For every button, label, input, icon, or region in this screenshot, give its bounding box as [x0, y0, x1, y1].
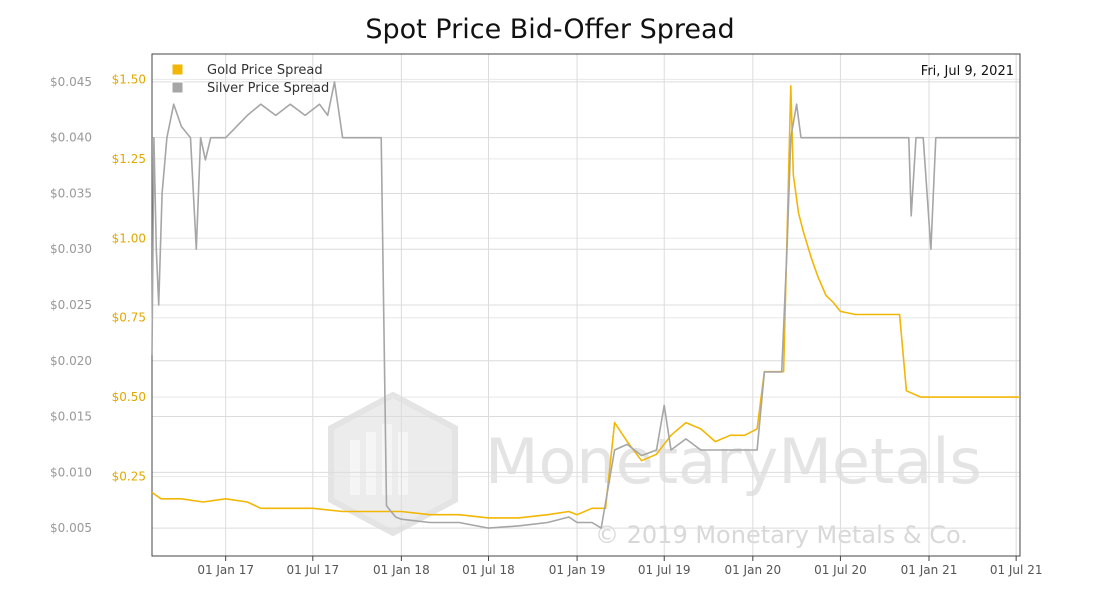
legend-label-silver: Silver Price Spread	[207, 81, 329, 96]
y-tick-label-silver: $0.045	[50, 75, 92, 89]
y-tick-label-gold: $1.00	[112, 231, 146, 245]
watermark-brand-text: MonetaryMetals	[485, 425, 982, 498]
y-tick-label-silver: $0.015	[50, 410, 92, 424]
y-tick-label-silver: $0.020	[50, 354, 92, 368]
watermark-copyright-text: © 2019 Monetary Metals & Co.	[595, 521, 968, 549]
chart-title: Spot Price Bid-Offer Spread	[365, 14, 735, 45]
legend: Gold Price Spread Silver Price Spread	[171, 63, 329, 96]
x-tick-label: 01 Jan 17	[197, 563, 254, 577]
y-tick-label-silver: $0.040	[50, 131, 92, 145]
x-tick-label: 01 Jul 20	[814, 563, 867, 577]
y-tick-label-silver: $0.010	[50, 465, 92, 479]
x-tick-label: 01 Jul 19	[638, 563, 691, 577]
legend-swatch-gold	[171, 63, 184, 76]
y-tick-label-gold: $0.50	[112, 390, 146, 404]
watermark-logo	[328, 391, 458, 537]
series-line-gold	[151, 85, 1020, 519]
series-layer	[151, 81, 1020, 529]
y-tick-label-silver: $0.025	[50, 298, 92, 312]
y-tick-label-silver: $0.035	[50, 186, 92, 200]
y-tick-label-gold: $1.25	[112, 152, 146, 166]
x-tick-label: 01 Jan 21	[901, 563, 958, 577]
y-tick-label-gold: $1.50	[112, 72, 146, 86]
x-tick-label: 01 Jan 19	[549, 563, 606, 577]
x-tick-label: 01 Jul 18	[462, 563, 515, 577]
grid	[152, 54, 1020, 556]
x-tick-label: 01 Jan 20	[724, 563, 781, 577]
x-tick-label: 01 Jul 17	[286, 563, 339, 577]
axes: $0.005 $0.010 $0.015 $0.020 $0.025 $0.030 $0.0…	[50, 53, 1043, 577]
legend-label-gold: Gold Price Spread	[207, 63, 323, 78]
y-tick-label-silver: $0.005	[50, 521, 92, 535]
x-tick-label: 01 Jan 18	[373, 563, 430, 577]
y-tick-label-gold: $0.75	[112, 311, 146, 325]
date-label: Fri, Jul 9, 2021	[921, 64, 1014, 79]
x-tick-label: 01 Jul 21	[990, 563, 1043, 577]
watermark: MonetaryMetals © 2019 Monetary Metals & …	[328, 391, 982, 549]
legend-swatch-silver	[171, 81, 184, 94]
y-tick-label-silver: $0.030	[50, 242, 92, 256]
series-line-silver	[151, 81, 1020, 529]
y-tick-label-gold: $0.25	[112, 470, 146, 484]
